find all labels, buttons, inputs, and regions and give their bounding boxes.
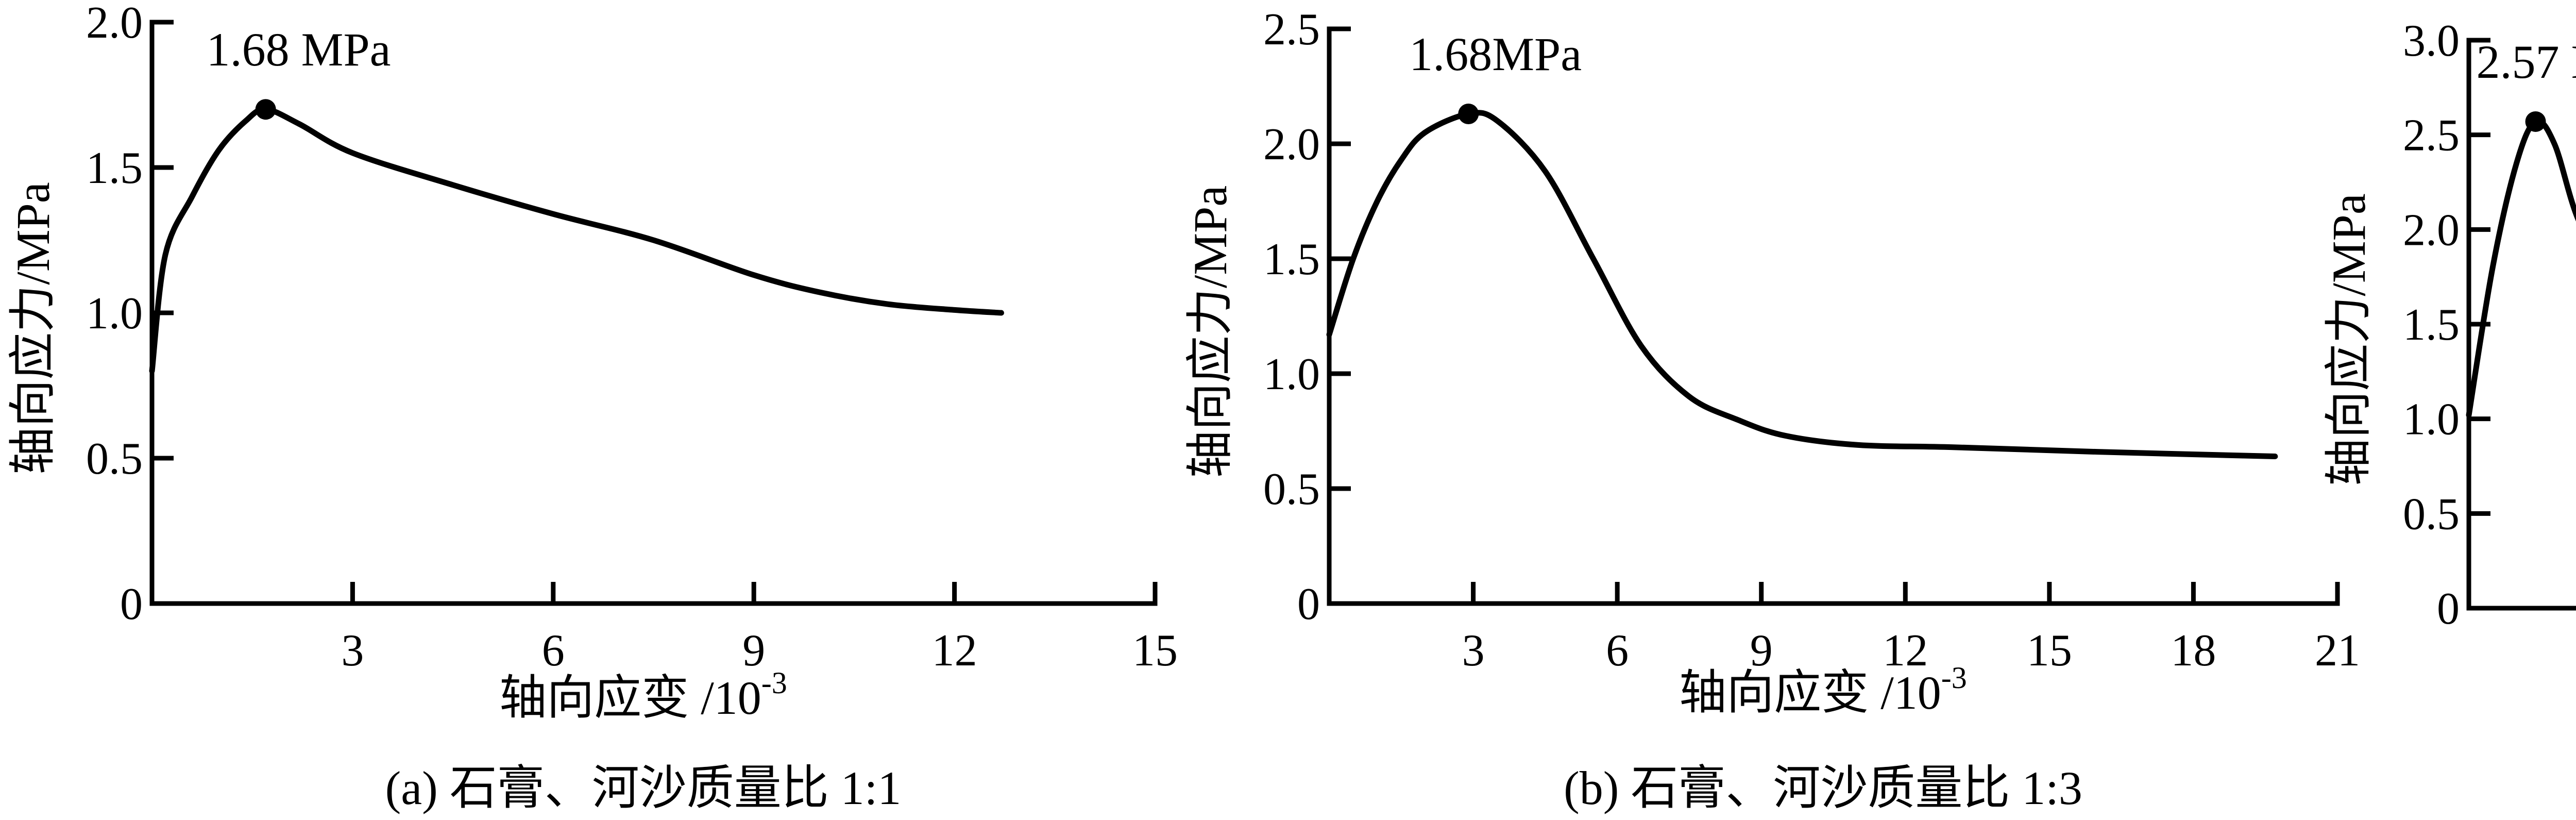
y-axis-label: 轴向应力/MPa (1184, 186, 1236, 478)
x-tick-label: 12 (1883, 626, 1928, 676)
x-tick-label: 6 (1606, 626, 1629, 676)
peak-annotation: 2.57 MPa (2477, 36, 2576, 88)
y-tick-label: 2.5 (1263, 5, 1320, 55)
y-tick-label: 0.5 (86, 434, 143, 484)
y-tick-label: 0.5 (1263, 464, 1320, 514)
peak-annotation: 1.68 MPa (207, 23, 391, 76)
stress-strain-curve (149, 106, 1004, 374)
y-tick-label: 2.5 (2403, 111, 2460, 161)
y-tick-label: 0.5 (2403, 489, 2460, 539)
x-tick-label: 21 (2315, 626, 2360, 676)
y-tick-label: 1.0 (1263, 349, 1320, 399)
peak-annotation: 1.68MPa (1409, 28, 1582, 80)
x-axis-label: 轴向应变 /10-3 (1679, 661, 1967, 719)
y-tick-label: 2.0 (1263, 120, 1320, 170)
y-tick-label: 0 (1297, 579, 1320, 629)
x-tick-label: 3 (1462, 626, 1485, 676)
x-axis-label: 轴向应变 /10-3 (499, 666, 787, 724)
peak-marker (255, 99, 276, 120)
y-tick-label: 0 (2437, 584, 2460, 634)
y-axis-label: 轴向应力/MPa (2323, 193, 2375, 486)
y-tick-label: 0 (120, 579, 143, 629)
y-tick-label: 1.0 (2403, 395, 2460, 445)
axes-frame (149, 20, 1158, 606)
stress-strain-curve (2466, 118, 2576, 418)
chart-panel-c: 00.51.01.52.02.53.0369121518212.57 MPa轴向… (2323, 16, 2576, 634)
peak-marker (2525, 111, 2546, 132)
y-tick-label: 1.5 (86, 143, 143, 193)
x-axis-exponent: -3 (1941, 661, 1967, 695)
x-tick-label: 15 (2027, 626, 2072, 676)
panel-caption: (b) 石膏、河沙质量比 1:3 (1564, 762, 2082, 814)
y-axis-label: 轴向应力/MPa (7, 182, 59, 474)
x-axis-exponent: -3 (761, 666, 787, 700)
y-tick-label: 1.5 (2403, 300, 2460, 350)
y-tick-label: 2.0 (86, 0, 143, 48)
x-tick-label: 18 (2171, 626, 2216, 676)
chart-panel-b: 0 0.5 1.0 1.5 2.0 2.5 3 6 9 12 15 18 21 1.68MPa 轴向应力/M… (1184, 5, 2360, 814)
peak-marker (1458, 104, 1479, 125)
x-tick-label: 6 (542, 626, 565, 676)
panel-caption: (a) 石膏、河沙质量比 1:1 (385, 762, 902, 814)
x-tick-label: 9 (1750, 626, 1773, 676)
chart-panel-a: 0 0.5 1.0 1.5 2.0 3 6 9 12 15 1.68 MPa 轴向应力/MPa 轴向应变… (7, 0, 1178, 814)
x-tick-label: 9 (742, 626, 765, 676)
y-tick-label: 2.0 (2403, 205, 2460, 255)
y-tick-label: 1.0 (86, 289, 143, 339)
x-tick-label: 3 (341, 626, 364, 676)
y-tick-label: 1.5 (1263, 235, 1320, 285)
x-tick-label: 12 (932, 626, 977, 676)
y-tick-label: 3.0 (2403, 16, 2460, 66)
x-tick-label: 15 (1132, 626, 1178, 676)
stress-strain-curve (1326, 110, 2278, 460)
